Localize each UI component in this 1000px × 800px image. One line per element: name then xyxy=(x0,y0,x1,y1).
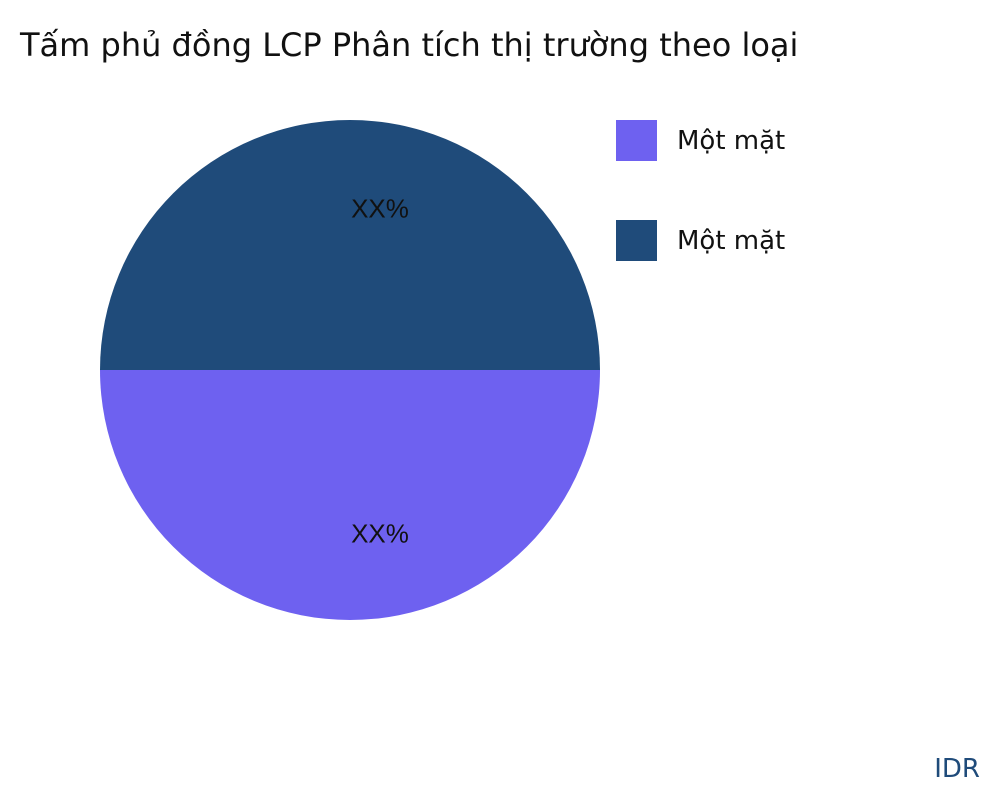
chart-title: Tấm phủ đồng LCP Phân tích thị trường th… xyxy=(20,26,799,64)
watermark-logo: IDR xyxy=(934,754,980,784)
legend-label: Một mặt xyxy=(677,125,786,156)
legend-swatch xyxy=(616,120,657,161)
pie-slice xyxy=(100,120,600,370)
legend-item: Một mặt xyxy=(616,220,785,261)
pie-slice xyxy=(100,370,600,620)
slice-label: XX% xyxy=(351,194,409,224)
slice-label: XX% xyxy=(351,519,409,549)
legend-label: Một mặt xyxy=(677,225,786,256)
legend-item: Một mặt xyxy=(616,120,785,161)
legend-swatch xyxy=(616,220,657,261)
